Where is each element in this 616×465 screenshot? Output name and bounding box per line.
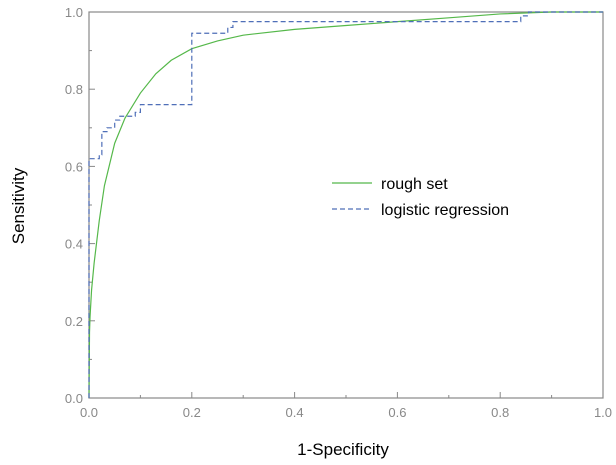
x-tick-label: 0.2	[183, 405, 201, 420]
x-tick-label: 0.6	[388, 405, 406, 420]
x-axis-title: 1-Specificity	[297, 440, 389, 459]
axis-ticks: 0.0 0.2 0.4 0.6 0.8 1.0 0.0 0.2 0.4 0.6 0.8 1.0	[65, 5, 612, 420]
x-tick-label: 0.8	[491, 405, 509, 420]
y-tick-label: 0.6	[65, 159, 83, 174]
plot-frame	[88, 11, 604, 399]
x-tick-label: 1.0	[594, 405, 612, 420]
series-line-logistic-regression	[88, 11, 603, 398]
x-tick-label: 0.4	[286, 405, 304, 420]
series-line-rough-set	[88, 11, 603, 399]
legend-label-logistic-regression: logistic regression	[381, 202, 509, 219]
y-tick-label: 0.4	[65, 237, 83, 252]
plot-border	[88, 11, 604, 399]
legend: rough set logistic regression	[332, 176, 509, 219]
legend-label-rough-set: rough set	[381, 176, 448, 193]
series-layer	[88, 11, 603, 399]
y-tick-label: 0.2	[65, 314, 83, 329]
y-axis-title: Sensitivity	[9, 167, 28, 244]
y-tick-label: 1.0	[65, 5, 83, 20]
y-tick-label: 0.8	[65, 82, 83, 97]
y-tick-label: 0.0	[65, 391, 83, 406]
x-tick-label: 0.0	[80, 405, 98, 420]
